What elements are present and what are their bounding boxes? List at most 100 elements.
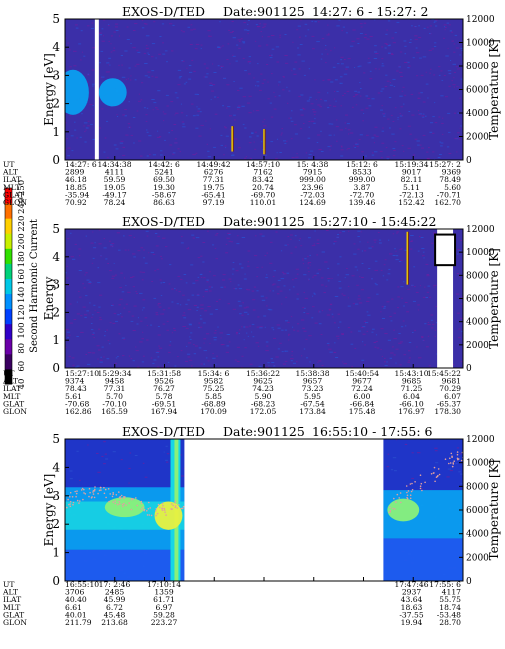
ephemeris-label: MLT [3, 603, 20, 612]
temperature-point [123, 502, 125, 505]
temperature-point [115, 494, 118, 496]
ephemeris-value: 3706 [65, 588, 84, 597]
y2-tick-label: 8000 [466, 62, 489, 72]
temperature-point [69, 500, 72, 503]
temperature-point [111, 495, 114, 498]
temperature-point [112, 492, 114, 494]
colorbar-segment [5, 308, 12, 325]
temperature-point [130, 498, 133, 501]
y-tick-label: 5 [52, 12, 60, 26]
temperature-point [105, 496, 107, 499]
y-tick-label: 1 [52, 546, 60, 560]
colorbar-segment [5, 248, 12, 264]
temperature-point [451, 455, 453, 458]
spectrogram-panel-3: EXOS-D/TED Date:901125 16:55:10 - 17:55: 6… [2, 424, 501, 627]
ephemeris-table: UT 16:55:10 17: 2:46 17:10:14 17:47:46 17:55:… [2, 580, 461, 627]
y-tick-label: 4 [52, 40, 60, 54]
ephemeris-value: -70.68 [65, 399, 89, 408]
ephemeris-value: 74.23 [252, 384, 274, 393]
spectrogram-panel-2: EXOS-D/TED Date:901125 15:27:10 - 15:45:22… [2, 214, 501, 416]
temperature-point [76, 490, 78, 492]
ephemeris-value: 15:27:10 [65, 369, 99, 378]
ephemeris-value: 176.97 [398, 407, 425, 416]
ephemeris-value: 170.09 [200, 407, 227, 416]
temperature-point [88, 495, 90, 498]
y2-axis-label: Temperature [K] [487, 460, 501, 561]
y-axis-label: Energy [42, 276, 56, 320]
ephemeris-value: 14:42: 6 [148, 160, 180, 169]
temperature-point [409, 483, 412, 485]
temperature-point [72, 501, 75, 504]
y2-tick-label: 2000 [466, 133, 489, 143]
time-range: 16:55:10 - 17:55: 6 [312, 424, 433, 439]
temperature-point [120, 494, 123, 497]
ephemeris-value: -49.17 [102, 190, 126, 199]
ephemeris-value: 15:40:54 [345, 369, 379, 378]
temperature-point [149, 507, 151, 509]
temperature-point [409, 497, 412, 500]
temperature-point [453, 460, 456, 463]
temperature-point [430, 473, 433, 475]
y-tick-label: 3 [52, 278, 60, 292]
ephemeris-value: 46.18 [65, 175, 87, 184]
ephemeris-value: 14:27: 6 [65, 160, 97, 169]
colorbar-tick-label: 180 [17, 251, 27, 267]
temperature-point [414, 481, 416, 483]
temperature-point [118, 500, 120, 503]
temperature-point [460, 459, 463, 462]
ephemeris-value: -35.94 [65, 190, 89, 199]
ephemeris-value: 5.78 [156, 392, 173, 401]
temperature-point [156, 512, 159, 515]
temperature-point [140, 508, 143, 510]
colorbar-segment [5, 368, 12, 385]
ephemeris-value: 211.79 [65, 618, 92, 627]
ephemeris-value: 14:57:10 [246, 160, 280, 169]
date-label: Date:901125 [223, 424, 305, 439]
temperature-point [112, 501, 114, 503]
colorbar-tick-label: 140 [17, 287, 27, 303]
temperature-point [154, 510, 157, 512]
temperature-point [158, 506, 161, 509]
temperature-point [94, 486, 96, 488]
y2-tick-label: 12000 [466, 435, 495, 445]
ephemeris-label: UT [3, 160, 14, 169]
ephemeris-value: 6.61 [65, 603, 82, 612]
temperature-point [392, 507, 394, 510]
temperature-point [99, 486, 102, 489]
ephemeris-value: 55.75 [439, 595, 461, 604]
colorbar-segment [5, 338, 12, 355]
temperature-point [450, 452, 453, 455]
ephemeris-value: 19.05 [104, 183, 126, 192]
y-tick-label: 2 [52, 517, 60, 531]
ephemeris-label: GLON [3, 198, 27, 207]
ephemeris-value: 9369 [442, 168, 461, 177]
ephemeris-value: 223.27 [151, 618, 178, 627]
temperature-point [135, 497, 137, 499]
temperature-point [437, 468, 440, 470]
ephemeris-value: 5.70 [106, 392, 123, 401]
ephemeris-value: -66.10 [399, 399, 423, 408]
temperature-point [389, 509, 392, 512]
temperature-point [121, 503, 124, 506]
temperature-point [171, 503, 173, 505]
colorbar-segment [5, 233, 12, 249]
colorbar-tick-label: 220 [17, 216, 27, 232]
ephemeris-value: 8533 [352, 168, 371, 177]
ephemeris-value: 17:55: 6 [429, 580, 461, 589]
temperature-point [175, 505, 177, 507]
y2-tick-label: 6000 [466, 295, 489, 305]
y2-tick-label: 12000 [466, 15, 495, 25]
colorbar-segment [5, 278, 12, 295]
ephemeris-value: 6.72 [106, 603, 123, 612]
y2-tick-label: 4000 [466, 318, 489, 328]
colorbar-segment [5, 263, 12, 279]
ephemeris-value: 15:29:34 [97, 369, 131, 378]
y2-tick-label: 0 [466, 364, 472, 374]
noise-texture [65, 229, 463, 368]
temperature-point [420, 482, 423, 485]
temperature-point [394, 508, 396, 510]
ephemeris-value: 9657 [303, 377, 322, 386]
temperature-point [456, 453, 459, 456]
